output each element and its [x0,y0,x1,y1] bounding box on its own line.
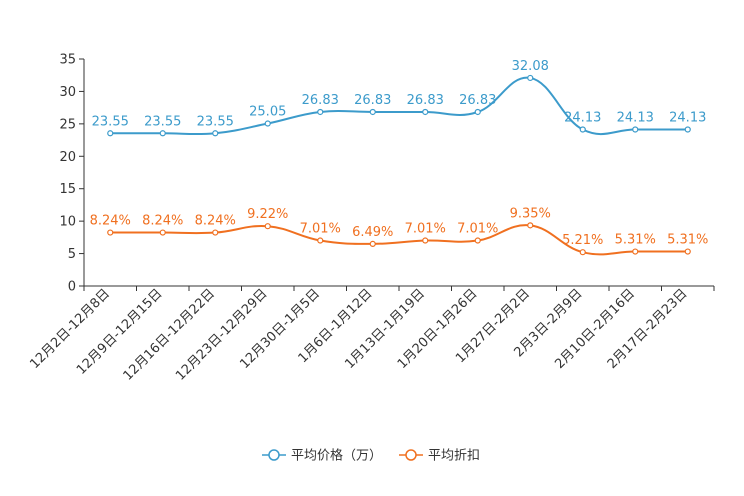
data-point[interactable] [317,237,324,244]
series-line [110,224,688,256]
y-tick-label: 30 [59,85,76,100]
x-tick-label: 12月16日-12月22日 [121,286,218,383]
series-layer: 23.55 23.55 23.55 25.05 26.83 26.83 26.83 26.83… [90,59,708,256]
legend[interactable]: 平均价格（万） 平均折扣 [262,448,480,464]
data-label: 8.24% [142,214,183,229]
y-tick-label: 0 [68,280,76,295]
data-label: 23.55 [144,114,181,129]
y-tick-label: 20 [59,150,76,165]
data-label: 8.24% [90,214,131,229]
data-label: 24.13 [564,110,601,125]
data-point[interactable] [212,229,219,236]
data-point[interactable] [264,120,271,127]
data-point[interactable] [527,74,534,82]
x-tick-label: 12月23日-12月29日 [173,286,270,383]
series-2: 8.24% 8.24% 8.24% 9.22% 7.01% 6.49% 7.01% 7.01%… [90,206,708,256]
data-label: 26.83 [354,93,391,108]
data-label: 7.01% [300,222,341,237]
data-point[interactable] [579,126,586,133]
data-label: 25.05 [249,105,286,120]
data-label: 32.08 [512,59,549,74]
data-point[interactable] [422,237,429,244]
data-label: 26.83 [407,93,444,108]
legend-marker-icon [405,449,417,461]
data-point[interactable] [632,248,639,255]
legend-label: 平均价格（万） [291,448,382,464]
data-point[interactable] [369,240,376,248]
data-point[interactable] [684,248,691,255]
data-point[interactable] [159,229,166,236]
data-point[interactable] [474,237,481,244]
y-tick-label: 10 [59,215,76,230]
data-point[interactable] [107,229,114,236]
data-label: 7.01% [405,222,446,237]
data-label: 5.21% [562,233,603,248]
data-label: 23.55 [92,114,129,129]
data-label: 26.83 [302,93,339,108]
data-point[interactable] [159,130,166,137]
data-label: 8.24% [195,214,236,229]
y-tick-label: 35 [59,53,76,68]
legend-item-2[interactable]: 平均折扣 [399,449,480,464]
legend-marker-icon [268,449,280,461]
data-point[interactable] [579,249,586,256]
y-tick-label: 15 [59,182,76,197]
data-label: 5.31% [615,233,656,248]
legend-item-1[interactable]: 平均价格（万） [262,448,382,464]
legend-label: 平均折扣 [428,449,480,464]
data-point[interactable] [264,223,271,230]
data-point[interactable] [474,108,481,116]
data-point[interactable] [527,222,534,229]
series-1: 23.55 23.55 23.55 25.05 26.83 26.83 26.83 26.83… [92,59,706,137]
data-point[interactable] [684,126,691,133]
data-point[interactable] [317,108,324,116]
data-point[interactable] [422,108,429,116]
data-label: 24.13 [669,110,706,125]
data-label: 23.55 [197,114,234,129]
data-label: 6.49% [352,225,393,240]
data-label: 7.01% [457,222,498,237]
data-point[interactable] [107,130,114,137]
y-tick-label: 25 [59,117,76,132]
y-tick-label: 5 [68,247,76,262]
data-label: 9.35% [510,206,551,221]
data-label: 9.22% [247,207,288,222]
data-point[interactable] [369,108,376,116]
data-label: 5.31% [667,233,708,248]
data-label: 24.13 [617,110,654,125]
data-point[interactable] [212,130,219,137]
data-label: 26.83 [459,93,496,108]
data-point[interactable] [632,126,639,133]
